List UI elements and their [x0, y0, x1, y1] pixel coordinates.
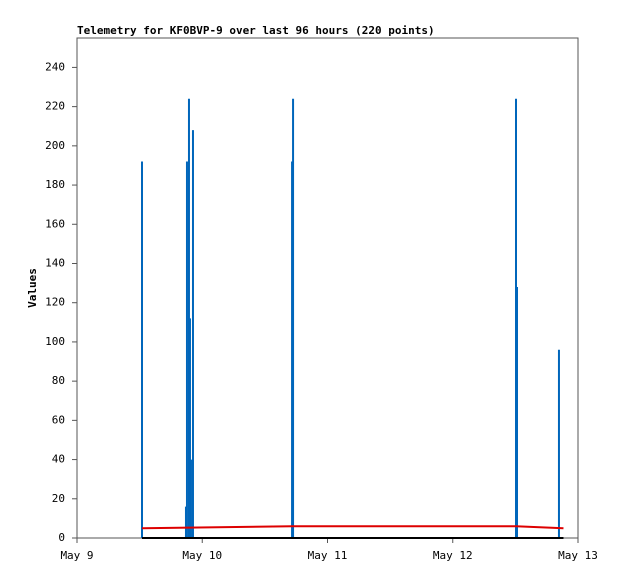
y-axis-label: Values	[26, 268, 39, 308]
plot-frame	[76, 37, 579, 539]
x-tick-label: May 10	[182, 549, 222, 562]
y-tick-label: 180	[45, 178, 65, 191]
series-line	[141, 525, 564, 530]
y-tick-label: 120	[45, 296, 65, 309]
y-tick-label: 220	[45, 100, 65, 113]
x-tick-label: May 13	[558, 549, 598, 562]
y-tick-label: 80	[52, 374, 65, 387]
x-tick-label: May 9	[60, 549, 93, 562]
y-tick-label: 200	[45, 139, 65, 152]
y-tick-label: 100	[45, 335, 65, 348]
y-tick-label: 20	[52, 492, 65, 505]
y-tick-label: 160	[45, 217, 65, 230]
x-tick-label: May 12	[433, 549, 473, 562]
y-tick-label: 40	[52, 453, 65, 466]
y-tick-label: 0	[58, 531, 65, 544]
y-tick-label: 60	[52, 413, 65, 426]
y-tick-label: 140	[45, 256, 65, 269]
chart-title: Telemetry for KF0BVP-9 over last 96 hour…	[77, 24, 435, 37]
x-tick-label: May 11	[308, 549, 348, 562]
y-tick-label: 240	[45, 60, 65, 73]
